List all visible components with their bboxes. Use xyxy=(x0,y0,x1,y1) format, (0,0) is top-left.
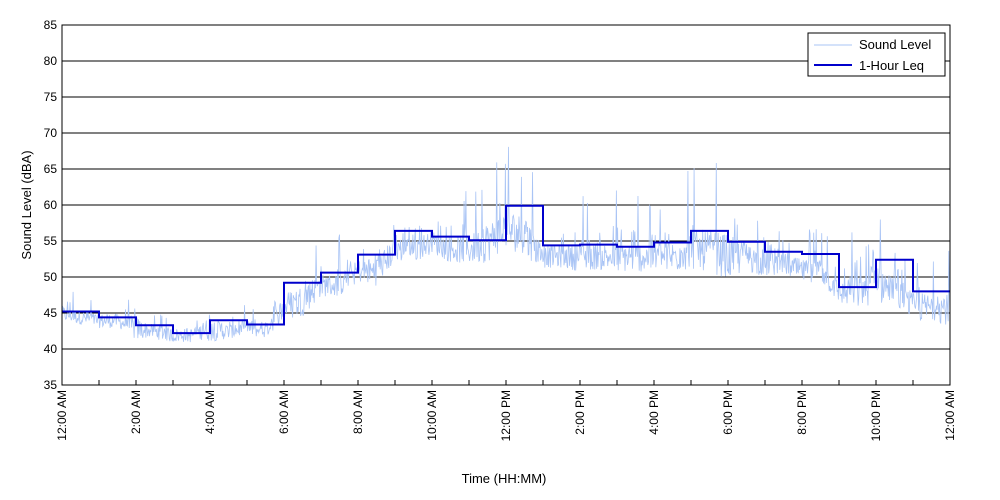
leq-step-line xyxy=(62,204,950,335)
y-axis-label: Sound Level (dBA) xyxy=(19,150,34,259)
x-tick-label: 4:00 AM xyxy=(203,390,217,434)
y-tick-label: 65 xyxy=(44,162,58,176)
x-axis-ticks: 12:00 AM 2:00 AM 4:00 AM 6:00 AM 8:00 AM 10:0… xyxy=(55,380,957,441)
y-tick-label: 85 xyxy=(44,18,58,32)
x-tick-label: 6:00 PM xyxy=(721,390,735,435)
grid-lines xyxy=(62,60,950,350)
y-tick-label: 70 xyxy=(44,126,58,140)
y-tick-label: 60 xyxy=(44,198,58,212)
x-tick-label: 12:00 AM xyxy=(943,390,957,441)
y-tick-label: 80 xyxy=(44,54,58,68)
y-tick-label: 40 xyxy=(44,342,58,356)
x-tick-label: 10:00 PM xyxy=(869,390,883,441)
legend-box xyxy=(807,32,946,77)
x-tick-label: 8:00 PM xyxy=(795,390,809,435)
y-tick-label: 55 xyxy=(44,234,58,248)
y-tick-label: 35 xyxy=(44,378,58,392)
x-tick-label: 8:00 AM xyxy=(351,390,365,434)
legend-label-sound-level: Sound Level xyxy=(859,37,931,52)
leq-series xyxy=(62,204,950,335)
y-tick-label: 50 xyxy=(44,270,58,284)
x-tick-label: 2:00 PM xyxy=(573,390,587,435)
y-axis-ticks: 35 40 45 50 55 60 65 70 75 80 85 xyxy=(44,18,67,392)
y-tick-label: 45 xyxy=(44,306,58,320)
x-tick-label: 6:00 AM xyxy=(277,390,291,434)
x-tick-label: 10:00 AM xyxy=(425,390,439,441)
x-tick-label: 12:00 AM xyxy=(55,390,69,441)
legend-label-leq: 1-Hour Leq xyxy=(859,58,924,73)
x-tick-label: 4:00 PM xyxy=(647,390,661,435)
x-tick-label: 12:00 PM xyxy=(499,390,513,441)
legend: Sound Level 1-Hour Leq xyxy=(807,32,946,77)
x-tick-label: 2:00 AM xyxy=(129,390,143,434)
y-tick-label: 75 xyxy=(44,90,58,104)
x-axis-label: Time (HH:MM) xyxy=(462,471,547,486)
